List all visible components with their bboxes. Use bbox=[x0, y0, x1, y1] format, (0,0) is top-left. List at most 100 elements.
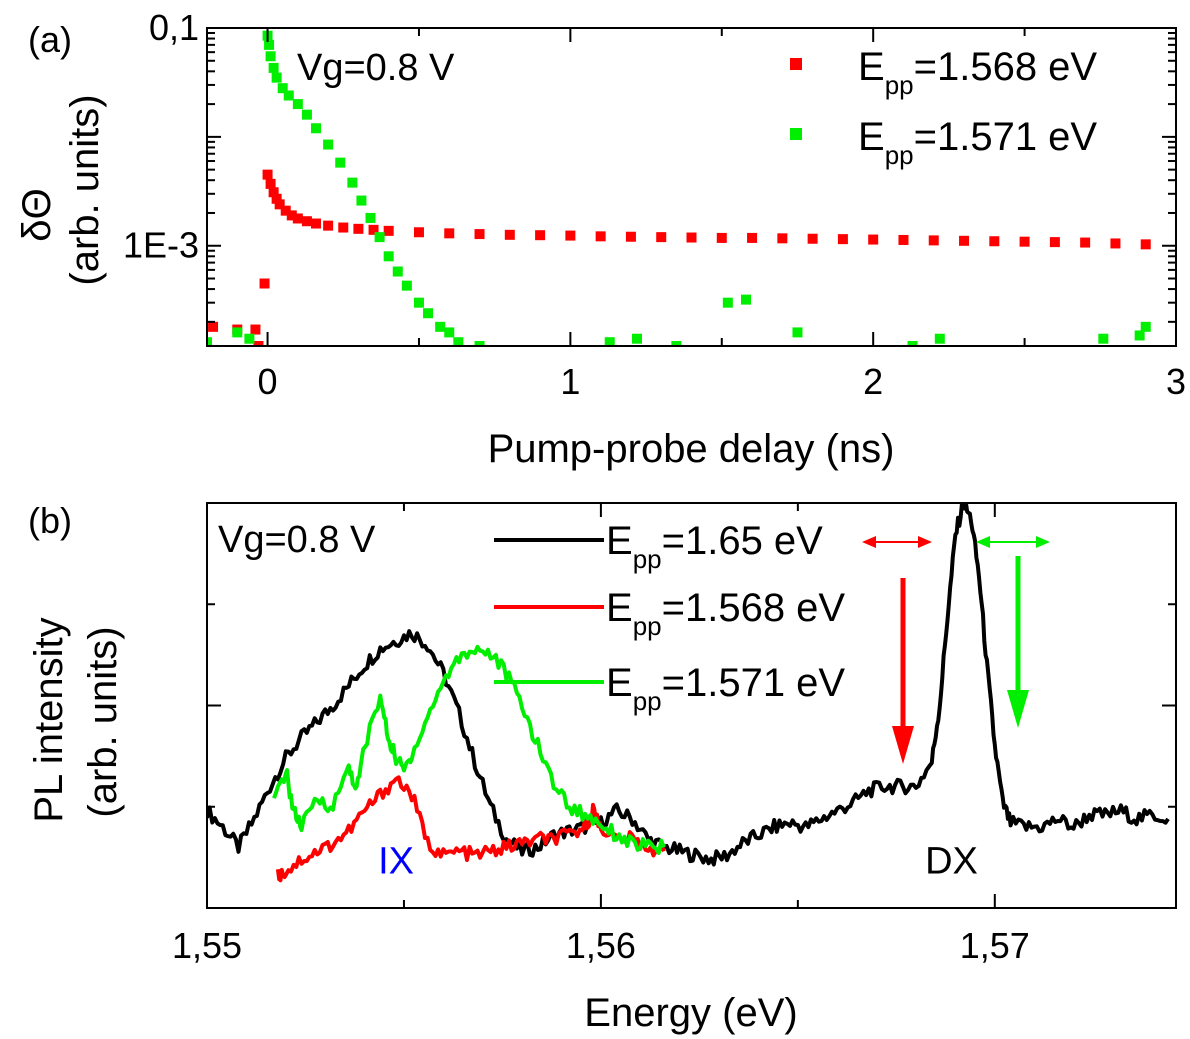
panel-a-point-0-21 bbox=[444, 228, 455, 239]
panel-a-point-1-34 bbox=[907, 341, 918, 346]
panel-a-point-1-16 bbox=[356, 195, 367, 206]
panel-b-annotation: Vg=0.8 V bbox=[218, 519, 376, 561]
panel-a-point-1-6 bbox=[268, 62, 279, 73]
panel-b-legend: Epp=1.65 eV Epp=1.568 eV Epp=1.571 eV bbox=[494, 519, 845, 716]
panel-a-point-0-37 bbox=[928, 235, 939, 246]
panel-a-point-1-4 bbox=[264, 39, 275, 50]
panel-a-point-0-39 bbox=[989, 236, 1000, 247]
panel-a-y-ticks bbox=[207, 27, 1176, 323]
panel-a-point-0-25 bbox=[565, 230, 576, 241]
panel-b-frame bbox=[206, 502, 1177, 909]
panel-a-point-1-33 bbox=[792, 327, 803, 338]
panel-a-x-tick-label-1: 1 bbox=[560, 361, 580, 402]
panel-a-x-tick-label-0: 0 bbox=[258, 361, 278, 402]
panel-a-point-1-19 bbox=[383, 251, 394, 262]
panel-a-x-ticks bbox=[266, 28, 1177, 346]
panel-a-point-0-14 bbox=[311, 218, 322, 229]
panel-a-point-1-14 bbox=[335, 157, 346, 168]
panel-b-y-axis-title-units: (arb. units) bbox=[81, 626, 125, 817]
panel-b-legend-label-1568: Epp=1.568 eV bbox=[606, 586, 845, 641]
panel-a-point-0-2 bbox=[250, 324, 261, 335]
panel-a-legend-label-1568: Epp=1.568 eV bbox=[858, 45, 1097, 100]
panel-b-x-tick-labels: 1,55 1,56 1,57 bbox=[172, 925, 1030, 966]
panel-a-point-0-22 bbox=[474, 229, 485, 240]
panel-a-point-1-12 bbox=[311, 123, 322, 134]
panel-a-point-0-10 bbox=[280, 205, 291, 216]
panel-a-point-1-24 bbox=[435, 321, 446, 332]
panel-a-point-1-13 bbox=[323, 139, 334, 150]
panel-a-point-0-42 bbox=[1080, 237, 1091, 248]
panel-a-x-tick-labels: 0 1 2 3 bbox=[258, 361, 1186, 402]
panel-a-point-1-27 bbox=[474, 341, 485, 346]
panel-a-point-1-23 bbox=[423, 308, 434, 319]
panel-a-point-0-3 bbox=[259, 278, 270, 289]
panel-a-point-0-34 bbox=[837, 234, 848, 245]
panel-a-point-0-19 bbox=[383, 225, 394, 236]
panel-b-x-tick-label-0: 1,55 bbox=[172, 925, 242, 966]
panel-a-legend: Epp=1.568 eV Epp=1.571 eV bbox=[790, 45, 1097, 170]
panel-a-frame bbox=[206, 27, 1177, 347]
panel-a-point-1-30 bbox=[671, 341, 682, 346]
panel-a-point-1-17 bbox=[365, 212, 376, 223]
peak-label-ix: IX bbox=[378, 840, 414, 882]
panel-a-point-0-12 bbox=[292, 213, 303, 224]
panel-a-annotation: Vg=0.8 V bbox=[297, 47, 455, 89]
panel-b-y-ticks bbox=[207, 502, 1176, 909]
panel-a-point-1-10 bbox=[292, 99, 303, 110]
panel-a-point-0-15 bbox=[323, 220, 334, 231]
panel-a-x-tick-label-3: 3 bbox=[1166, 361, 1186, 402]
panel-a-point-0-8 bbox=[271, 193, 282, 204]
panel-a-point-1-31 bbox=[722, 297, 733, 308]
panel-a-point-0-0 bbox=[208, 321, 219, 332]
panel-a-point-0-20 bbox=[413, 227, 424, 238]
panel-a-point-1-22 bbox=[413, 297, 424, 308]
panel-a-point-1-25 bbox=[444, 327, 455, 338]
panel-a-point-1-7 bbox=[271, 72, 282, 83]
panel-b-legend-label-165: Epp=1.65 eV bbox=[606, 519, 823, 574]
panel-a-legend-marker-1568 bbox=[790, 58, 802, 70]
panel-b: (b) 1,55 1,56 1,57 Energy (eV) PL intensit… bbox=[27, 500, 1177, 1035]
panel-a-y-axis-title-symbol: δΘ bbox=[15, 188, 59, 241]
panel-a-point-1-29 bbox=[631, 333, 642, 344]
panel-a-point-0-23 bbox=[504, 229, 515, 240]
panel-a-point-0-29 bbox=[686, 232, 697, 243]
panel-a-point-1-37 bbox=[1134, 330, 1145, 341]
panel-a-point-0-7 bbox=[268, 187, 279, 198]
red-down-arrow-icon bbox=[892, 578, 914, 764]
panel-a-y-axis-title-units: (arb. units) bbox=[63, 94, 107, 285]
panel-a-plot bbox=[207, 30, 1151, 346]
panel-a-label: (a) bbox=[28, 19, 72, 60]
panel-a-point-1-35 bbox=[934, 333, 945, 344]
panel-a-point-0-35 bbox=[868, 234, 879, 245]
panel-a-point-0-40 bbox=[1019, 236, 1030, 247]
panel-a-legend-marker-1571 bbox=[790, 128, 802, 140]
panel-a-point-0-6 bbox=[265, 178, 276, 189]
panel-a-point-0-27 bbox=[625, 231, 636, 242]
panel-a-point-1-2 bbox=[244, 333, 255, 344]
panel-a-series-1568 bbox=[208, 169, 1151, 346]
panel-a-point-1-8 bbox=[277, 83, 288, 94]
panel-a-point-1-38 bbox=[1140, 321, 1151, 332]
panel-a-point-0-38 bbox=[959, 235, 970, 246]
panel-a-point-0-31 bbox=[747, 232, 758, 243]
panel-b-x-tick-label-2: 1,57 bbox=[960, 925, 1030, 966]
red-double-arrow-icon bbox=[862, 536, 932, 548]
panel-a-point-1-32 bbox=[741, 294, 752, 305]
panel-a-point-1-36 bbox=[1098, 333, 1109, 344]
panel-b-y-axis-title-main: PL intensity bbox=[27, 617, 71, 822]
panel-a-point-1-9 bbox=[283, 90, 294, 101]
panel-a-point-1-1 bbox=[232, 327, 243, 338]
panel-b-line-1571 bbox=[272, 644, 666, 855]
panel-a: (a) 0,1 1E-3 0 1 2 3 Pump-probe delay (ns) δ… bbox=[15, 7, 1186, 471]
panel-a-point-0-26 bbox=[595, 231, 606, 242]
panel-a-series-1571 bbox=[207, 30, 1151, 346]
panel-a-point-1-21 bbox=[401, 280, 412, 291]
panel-b-x-ticks bbox=[206, 503, 996, 908]
green-down-arrow-icon bbox=[1007, 556, 1029, 728]
panel-a-y-tick-label-0: 0,1 bbox=[149, 7, 199, 48]
panel-a-point-0-17 bbox=[353, 223, 364, 234]
panel-a-y-tick-labels: 0,1 1E-3 bbox=[123, 7, 199, 266]
panel-a-point-0-32 bbox=[777, 233, 788, 244]
panel-b-x-axis-title: Energy (eV) bbox=[584, 991, 797, 1035]
